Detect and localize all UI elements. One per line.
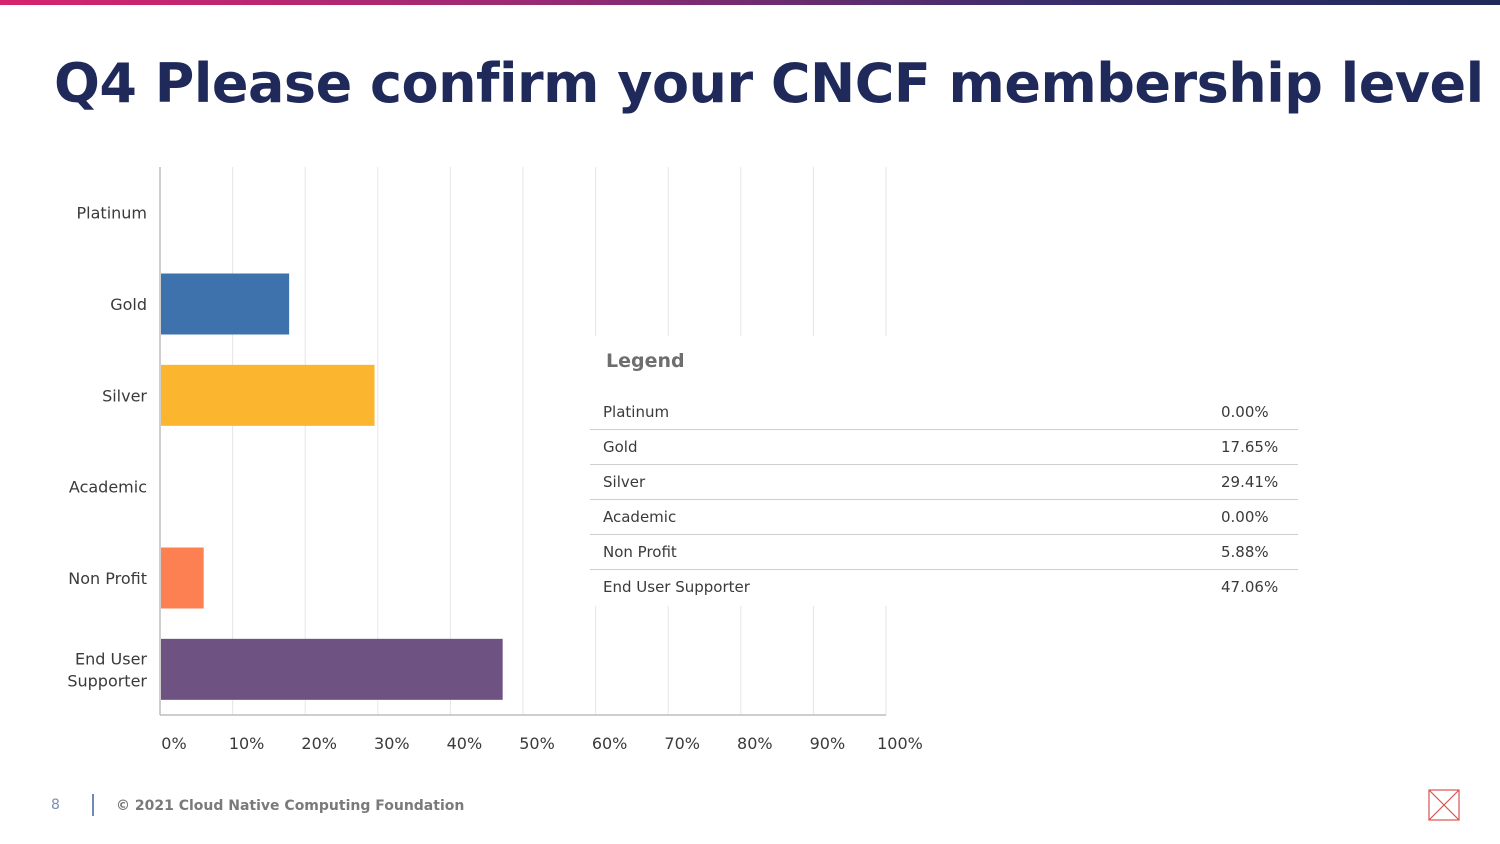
tick-labels: 0% 10% 20% 30% 40% 50% 60% 70% 80% 90% 100%: [161, 734, 923, 753]
footer-copyright: © 2021 Cloud Native Computing Foundation: [116, 798, 465, 814]
tick-label: 90%: [810, 734, 846, 753]
legend-row-name: Non Profit: [603, 543, 677, 561]
legend-row-value: 17.65%: [1221, 438, 1279, 456]
top-accent-bar: [0, 0, 1500, 5]
legend-title: Legend: [606, 350, 685, 372]
legend-row-value: 0.00%: [1221, 403, 1269, 421]
category-label: Platinum: [77, 204, 147, 223]
category-label: Gold: [110, 295, 147, 314]
legend-row: End User Supporter 47.06%: [590, 570, 1298, 604]
cncf-logo-icon: [1428, 789, 1460, 821]
tick-label: 50%: [519, 734, 555, 753]
legend-row-name: Platinum: [603, 403, 670, 421]
tick-label: 100%: [877, 734, 923, 753]
category-labels: Platinum Gold Silver Academic Non Profit End …: [67, 204, 147, 691]
bar: [161, 547, 204, 609]
legend-row-value: 29.41%: [1221, 473, 1279, 491]
legend-row-name: Academic: [603, 508, 677, 526]
legend-panel: Legend Platinum 0.00% Gold 17.65% Silver…: [590, 336, 1300, 606]
legend-row: Platinum 0.00%: [590, 395, 1298, 430]
tick-label: 60%: [592, 734, 628, 753]
legend-row-name: Silver: [603, 473, 646, 491]
legend-row-name: Gold: [603, 438, 638, 456]
tick-label: 70%: [664, 734, 700, 753]
legend-row-value: 5.88%: [1221, 543, 1269, 561]
legend-row-value: 47.06%: [1221, 578, 1279, 596]
legend-row: Academic 0.00%: [590, 500, 1298, 535]
category-label: Supporter: [67, 671, 147, 690]
bars: [161, 273, 503, 700]
bar: [161, 364, 375, 426]
tick-label: 40%: [447, 734, 483, 753]
slide-title: Q4 Please confirm your CNCF membership l…: [54, 52, 1484, 115]
tick-label: 80%: [737, 734, 773, 753]
footer-divider: [92, 794, 94, 816]
category-label: Academic: [69, 478, 147, 497]
bar: [161, 638, 503, 700]
tick-label: 0%: [161, 734, 186, 753]
category-label: Non Profit: [68, 569, 147, 588]
legend-row-name: End User Supporter: [603, 578, 750, 596]
legend-row: Gold 17.65%: [590, 430, 1298, 465]
tick-label: 30%: [374, 734, 410, 753]
axes: [159, 167, 886, 716]
legend-table: Platinum 0.00% Gold 17.65% Silver 29.41%…: [590, 395, 1298, 604]
category-label: Silver: [102, 386, 147, 405]
bar: [161, 273, 290, 335]
legend-row-value: 0.00%: [1221, 508, 1269, 526]
category-label: End User: [75, 649, 147, 668]
page-number: 8: [51, 797, 60, 813]
legend-row: Non Profit 5.88%: [590, 535, 1298, 570]
legend-row: Silver 29.41%: [590, 465, 1298, 500]
tick-label: 20%: [301, 734, 337, 753]
tick-label: 10%: [229, 734, 265, 753]
